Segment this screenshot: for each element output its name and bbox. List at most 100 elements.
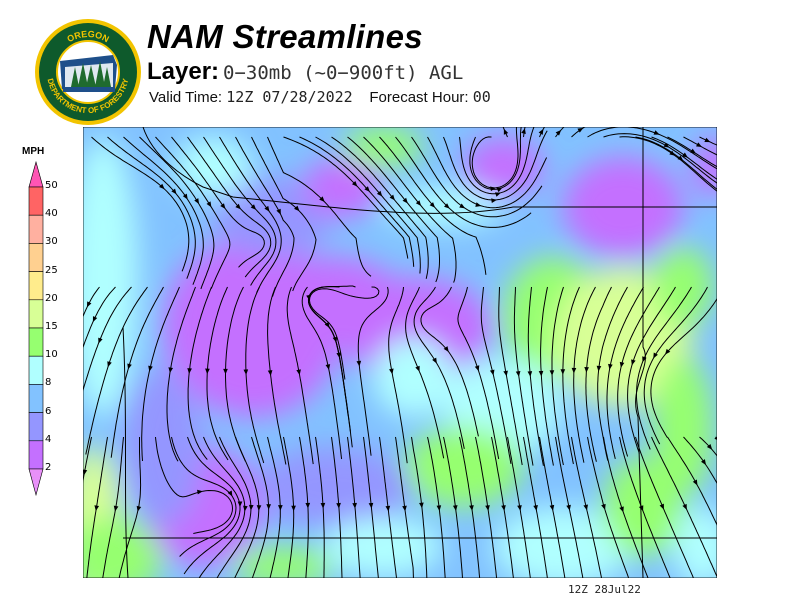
streamline-arrow [267, 370, 273, 376]
streamline [171, 436, 237, 557]
streamline [443, 130, 548, 201]
streamline [245, 286, 265, 464]
streamline [585, 286, 612, 462]
streamline-arrow [320, 502, 326, 509]
streamline-arrow [415, 200, 422, 206]
streamline-arrow [402, 505, 407, 512]
legend-swatch-10_15 [28, 327, 44, 357]
streamline [587, 436, 630, 578]
streamline-arrow [555, 129, 562, 136]
streamline-arrow [521, 128, 526, 135]
streamline-arrow [296, 369, 301, 376]
legend-swatch-20_25 [28, 271, 44, 301]
streamline-arrow [485, 505, 490, 511]
streamline-arrow [663, 142, 670, 148]
streamline [267, 136, 372, 277]
streamline [480, 286, 512, 464]
streamline-arrow [83, 469, 88, 476]
streamline-arrow [182, 193, 188, 200]
streamline-arrow [136, 505, 142, 512]
streamline-arrow [237, 501, 243, 508]
streamline-arrow [443, 346, 449, 353]
streamline-arrow [415, 365, 420, 372]
streamline-arrow [515, 370, 521, 377]
streamline [395, 136, 532, 228]
streamline-arrow [583, 504, 588, 511]
streamline-arrow [677, 155, 684, 161]
streamline [203, 136, 277, 286]
streamline-arrow [248, 504, 254, 511]
state-borders [122, 127, 717, 578]
streamline-arrow [419, 502, 424, 509]
oregon-department-of-forestry-logo: OREGON DEPARTMENT OF FORESTRY [35, 19, 141, 125]
streamline [251, 436, 270, 578]
streamline-arrow [319, 196, 325, 203]
streamline-arrow [389, 368, 394, 375]
streamline [187, 136, 272, 278]
streamline [459, 127, 535, 195]
streamline [107, 136, 196, 279]
legend-tick-label: 10 [45, 349, 58, 361]
streamline-arrow [475, 202, 482, 207]
streamline-arrow [306, 294, 311, 301]
streamline [527, 286, 544, 466]
valid-time-info: Valid Time: 12Z 07/28/2022 Forecast Hour… [149, 88, 491, 106]
streamline-arrow [94, 505, 100, 512]
legend-tick-label: 20 [45, 292, 58, 304]
streamline-arrow [220, 203, 226, 209]
streamline [363, 436, 379, 578]
streamline [619, 136, 717, 192]
legend-swatch-8_10 [28, 355, 44, 385]
layer-label: Layer: [147, 58, 220, 85]
streamline-arrow [608, 363, 613, 370]
streamline-arrow [538, 370, 544, 377]
streamline-arrow [351, 181, 358, 187]
streamline-arrow [459, 203, 466, 209]
streamline [540, 286, 554, 466]
streamline [307, 285, 356, 416]
streamline-arrow [714, 436, 717, 440]
layer-value: 0−30mb (~0−900ft) AGL [223, 62, 464, 84]
streamline-arrow [653, 352, 658, 359]
streamline-arrow [264, 205, 270, 212]
streamline-arrow [566, 504, 571, 511]
streamline-arrow [619, 506, 624, 513]
legend-tick-label: 8 [45, 377, 52, 389]
streamline-arrow [113, 505, 119, 512]
streamline [83, 286, 116, 349]
streamline-arrow [385, 505, 391, 512]
streamline-arrow [159, 183, 165, 190]
streamline-arrow [86, 301, 92, 308]
streamline [427, 136, 548, 209]
streamline [379, 136, 487, 275]
streamline-arrow [197, 489, 203, 495]
streamline-map [83, 127, 717, 578]
legend-swatch-15_20 [28, 299, 44, 329]
streamline-arrow [501, 505, 506, 511]
streamline [513, 286, 534, 466]
streamline [331, 436, 343, 578]
streamline-arrow [429, 202, 436, 208]
streamline-arrow [444, 203, 450, 209]
streamline-arrow [305, 502, 311, 509]
streamline [267, 286, 287, 465]
streamlines [83, 127, 717, 578]
streamline-arrow [276, 208, 281, 215]
streamline-arrow [223, 368, 228, 375]
streamline-arrow [352, 502, 357, 509]
streamline-arrow [356, 360, 362, 367]
streamline [388, 286, 408, 464]
streamline [219, 136, 282, 293]
streamline-arrow [452, 505, 458, 511]
streamline-arrow [571, 367, 577, 374]
streamline-arrow [619, 361, 625, 368]
streamline [573, 286, 596, 463]
streamline [635, 436, 694, 578]
streamline-arrow [324, 321, 330, 328]
legend-unit: MPH [22, 146, 45, 157]
streamline-arrow [256, 505, 262, 511]
streamline-arrow [601, 503, 606, 510]
streamline [286, 286, 314, 465]
streamline-arrow [148, 365, 153, 372]
streamline-arrow [127, 363, 132, 370]
